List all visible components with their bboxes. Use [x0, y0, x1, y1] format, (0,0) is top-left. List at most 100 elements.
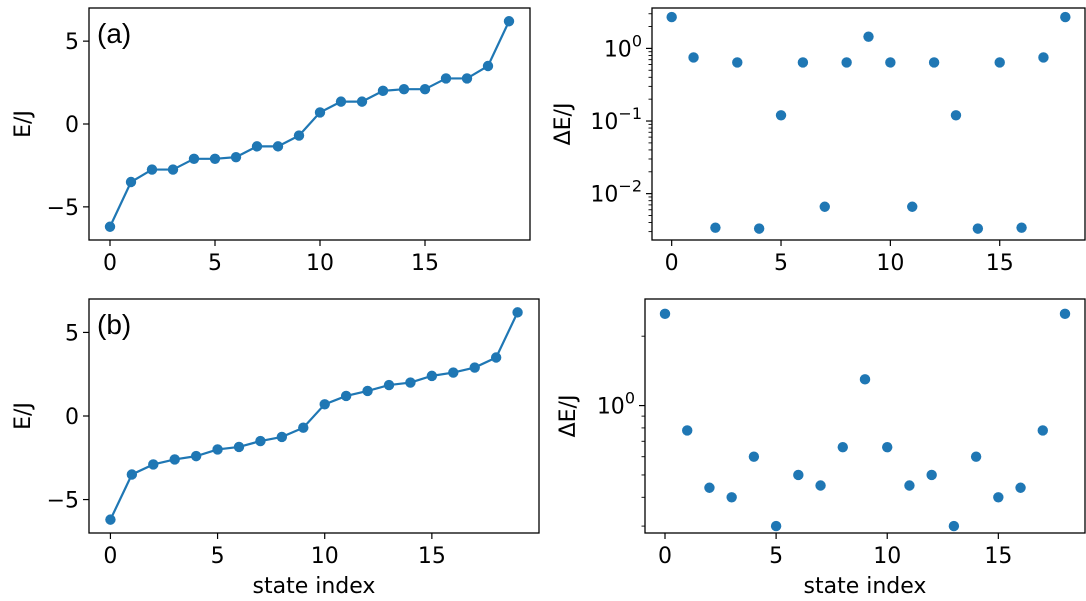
data-point [503, 16, 515, 27]
data-point [926, 469, 937, 481]
x-tick-label: 0 [103, 544, 117, 569]
data-point [356, 96, 368, 107]
data-point [276, 431, 288, 443]
data-point [167, 164, 179, 175]
data-point [105, 514, 116, 525]
data-point [148, 459, 159, 470]
panel-label: (a) [97, 18, 131, 49]
data-point [682, 425, 693, 436]
x-tick-label: 5 [208, 251, 222, 276]
data-point [169, 454, 180, 465]
data-point [448, 367, 459, 378]
data-point [212, 444, 223, 455]
data-point [426, 370, 438, 382]
data-point [230, 151, 242, 163]
data-point [512, 307, 523, 318]
chart-b-right: 0 5 10 15 100 ΔE/J state index [556, 298, 1086, 599]
data-point [907, 201, 918, 212]
x-tick-label: 5 [769, 544, 783, 569]
data-point [398, 84, 410, 95]
y-tick-label: −5 [47, 489, 79, 514]
data-point [1015, 482, 1026, 493]
x-tick-label: 10 [873, 544, 901, 569]
x-tick-label: 0 [103, 251, 117, 276]
data-point [815, 480, 826, 491]
panel-label: (b) [97, 309, 131, 340]
data-point [255, 435, 266, 447]
series-line [109, 20, 510, 228]
data-point [293, 130, 305, 141]
x-tick-label: 5 [211, 544, 225, 569]
data-point [994, 57, 1005, 68]
y-axis-label: E/J [11, 402, 36, 430]
y-tick-label: 100 [604, 31, 642, 62]
data-point [377, 85, 389, 97]
data-point [748, 451, 760, 462]
data-point [885, 57, 896, 68]
y-axis-label: ΔE/J [556, 395, 581, 438]
y-tick-label: 0 [65, 113, 79, 138]
data-point [726, 492, 737, 503]
axes-frame [644, 298, 1086, 534]
x-tick-label: 5 [774, 251, 788, 276]
data-point [841, 57, 852, 68]
data-point [298, 422, 309, 433]
data-point [1038, 52, 1049, 63]
data-point [659, 308, 671, 320]
data-point [797, 57, 809, 68]
data-point [126, 469, 138, 480]
x-tick-label: 10 [876, 251, 904, 276]
data-point [362, 385, 373, 397]
y-tick-label: 10−1 [590, 104, 642, 135]
y-tick-label: 0 [65, 405, 79, 430]
data-point [125, 176, 137, 188]
data-point [383, 379, 395, 391]
data-point [688, 52, 699, 63]
data-point [904, 480, 915, 491]
data-point [793, 469, 804, 481]
data-point [490, 352, 502, 363]
x-tick-label: 10 [306, 251, 334, 276]
data-point [837, 441, 848, 453]
data-point [319, 399, 330, 410]
data-point [209, 153, 221, 164]
data-point [405, 377, 416, 388]
data-point [461, 73, 473, 84]
data-point [753, 223, 765, 234]
x-axis-label: state index [253, 574, 376, 599]
y-tick-label: 5 [65, 30, 79, 55]
data-point [863, 31, 874, 42]
data-point [710, 222, 721, 233]
y-tick-label: 100 [597, 389, 635, 420]
y-tick-label: 5 [65, 321, 79, 346]
y-axis-label: ΔE/J [551, 103, 576, 146]
data-point [732, 57, 743, 68]
data-point [188, 153, 200, 164]
x-tick-label: 10 [311, 544, 339, 569]
x-tick-label: 0 [665, 251, 679, 276]
data-point [970, 451, 982, 462]
data-point [972, 223, 984, 234]
data-point [1059, 308, 1071, 320]
y-axis-label: E/J [11, 110, 36, 138]
data-point [335, 96, 347, 107]
data-point [775, 110, 787, 121]
x-tick-label: 15 [418, 544, 446, 569]
x-tick-label: 15 [986, 251, 1014, 276]
data-point [251, 141, 263, 152]
data-point [233, 441, 245, 453]
x-tick-label: 15 [984, 544, 1012, 569]
data-point [104, 221, 116, 232]
data-point [469, 362, 480, 373]
data-point [666, 11, 677, 23]
y-tick-label: −5 [47, 196, 79, 221]
x-tick-label: 15 [411, 251, 439, 276]
chart-a-left: 0 5 10 15 5 0 −5 E/J (a) [11, 7, 531, 276]
data-point [704, 482, 715, 493]
data-point [770, 520, 782, 532]
data-point [314, 107, 326, 118]
data-point [859, 374, 871, 385]
data-point [993, 492, 1004, 503]
axes-frame [651, 7, 1086, 241]
